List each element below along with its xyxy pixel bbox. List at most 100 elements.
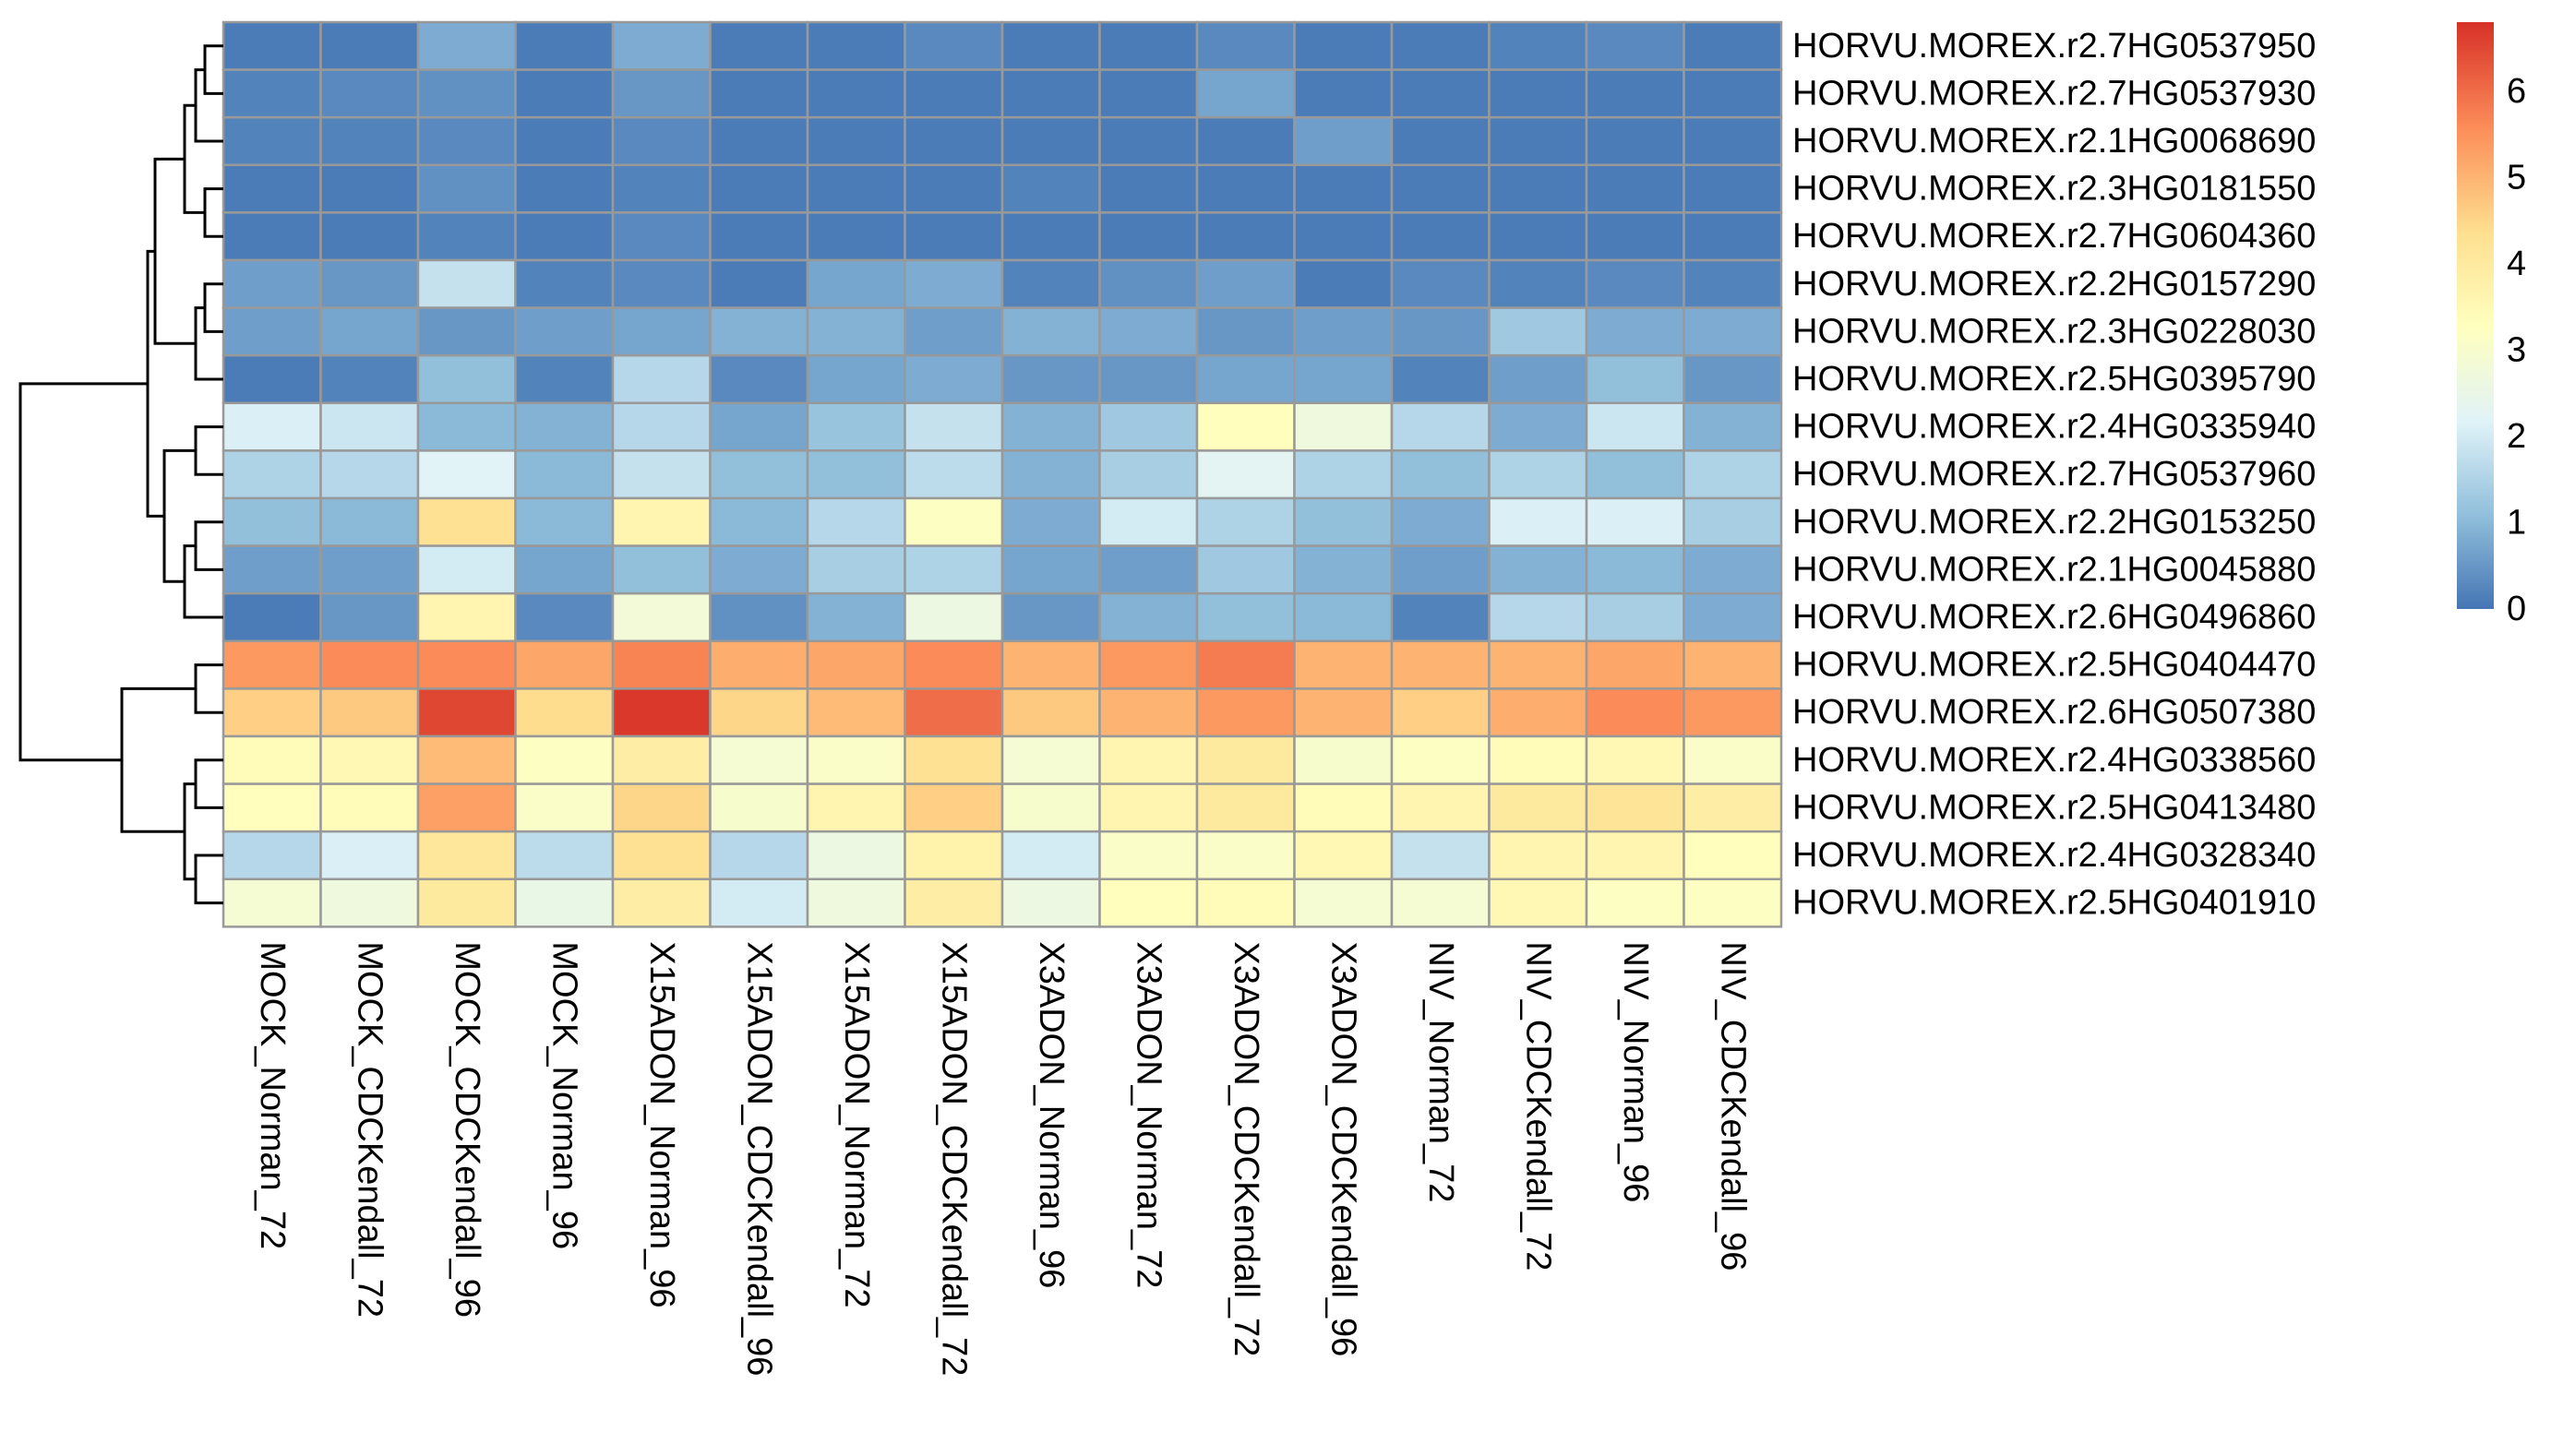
heatmap-cell (904, 591, 1004, 643)
heatmap-cell (1390, 68, 1491, 119)
heatmap-cell (222, 306, 322, 357)
heatmap-cell (1195, 877, 1296, 928)
heatmap-cell (1293, 211, 1394, 262)
row-label: HORVU.MOREX.r2.3HG0228030 (1792, 312, 2316, 351)
heatmap-cell (416, 496, 517, 547)
heatmap-cell (1683, 639, 1783, 690)
heatmap-cell (611, 449, 712, 500)
heatmap-cell (611, 639, 712, 690)
heatmap-cell (806, 68, 906, 119)
heatmap-cell (1683, 258, 1783, 309)
heatmap-cell (1585, 639, 1685, 690)
heatmap-cell (1098, 877, 1199, 928)
heatmap-cell (904, 877, 1004, 928)
heatmap-cell (1488, 639, 1588, 690)
legend-tick-label: 2 (2507, 417, 2526, 456)
heatmap-cell (1585, 401, 1685, 452)
heatmap-cell (1000, 829, 1101, 881)
row-label: HORVU.MOREX.r2.4HG0338560 (1792, 741, 2316, 780)
heatmap-cell (806, 353, 906, 405)
heatmap-cell (416, 734, 517, 785)
heatmap-cell (806, 20, 906, 71)
heatmap-cell (904, 449, 1004, 500)
column-label: MOCK_CDCKendall_96 (448, 941, 486, 1318)
heatmap-cell (904, 258, 1004, 309)
dendrogram-branch (194, 853, 223, 905)
heatmap-cell (1390, 401, 1491, 452)
heatmap-cell (1585, 829, 1685, 881)
row-label: HORVU.MOREX.r2.2HG0153250 (1792, 503, 2316, 542)
row-label: HORVU.MOREX.r2.7HG0537960 (1792, 455, 2316, 494)
column-label: NIV_CDCKendall_96 (1713, 941, 1752, 1271)
heatmap-cell (1585, 782, 1685, 833)
legend-tick-label: 1 (2507, 503, 2526, 542)
heatmap-cell (611, 353, 712, 405)
column-labels: MOCK_Norman_72 MOCK_CDCKendall_72 MOCK_CDC… (253, 941, 1753, 1376)
heatmap-cell (1683, 401, 1783, 452)
column-label: MOCK_Norman_96 (545, 941, 583, 1249)
heatmap-cell (1195, 734, 1296, 785)
heatmap-cell (611, 782, 712, 833)
heatmap-cell (416, 306, 517, 357)
heatmap-cell (1488, 401, 1588, 452)
heatmap-cell (611, 401, 712, 452)
heatmap-cell (222, 687, 322, 738)
heatmap-cell (319, 401, 420, 452)
heatmap-cell (1488, 544, 1588, 595)
heatmap-cell (1390, 639, 1491, 690)
heatmap-cell (1293, 544, 1394, 595)
heatmap-cell (1195, 353, 1296, 405)
dendrogram-branch (194, 68, 223, 143)
heatmap-cell (319, 20, 420, 71)
column-label: X3ADON_Norman_72 (1129, 941, 1168, 1288)
heatmap-cell (416, 68, 517, 119)
heatmap-cell (416, 115, 517, 167)
heatmap-cell (1195, 591, 1296, 643)
heatmap-cell (1098, 734, 1199, 785)
heatmap-cell (416, 639, 517, 690)
heatmap-cell (806, 211, 906, 262)
heatmap-cell (806, 591, 906, 643)
row-label: HORVU.MOREX.r2.4HG0328340 (1792, 836, 2316, 875)
heatmap-cell (1585, 115, 1685, 167)
heatmap-cell (1390, 496, 1491, 547)
heatmap-cell (1098, 496, 1199, 547)
heatmap-cell (1000, 258, 1101, 309)
heatmap-cell (514, 211, 615, 262)
heatmap-cell (1293, 68, 1394, 119)
heatmap-cell (1683, 687, 1783, 738)
heatmap-cell (611, 68, 712, 119)
heatmap-cell (222, 734, 322, 785)
heatmap-cell (1000, 68, 1101, 119)
heatmap-cell (1488, 877, 1588, 928)
heatmap-cell (1000, 163, 1101, 214)
heatmap-cell (514, 401, 615, 452)
heatmap-cell (1293, 306, 1394, 357)
heatmap-cell (1000, 687, 1101, 738)
heatmap-cell (1390, 829, 1491, 881)
heatmap-cell (1585, 211, 1685, 262)
row-label: HORVU.MOREX.r2.7HG0537930 (1792, 74, 2316, 113)
heatmap-cell (416, 449, 517, 500)
heatmap-cell (1293, 115, 1394, 167)
heatmap-cell (1390, 163, 1491, 214)
heatmap-cell (904, 163, 1004, 214)
row-label: HORVU.MOREX.r2.6HG0496860 (1792, 598, 2316, 637)
heatmap-cell (1390, 449, 1491, 500)
heatmap-cell (1683, 734, 1783, 785)
heatmap-cell (904, 401, 1004, 452)
row-label: HORVU.MOREX.r2.1HG0068690 (1792, 122, 2316, 161)
heatmap-cell (1098, 449, 1199, 500)
heatmap-cell (1195, 544, 1296, 595)
heatmap-cell (514, 544, 615, 595)
heatmap-cell (904, 639, 1004, 690)
heatmap-cell (1098, 544, 1199, 595)
heatmap-cell (416, 591, 517, 643)
dendrogram-branch (183, 544, 223, 619)
column-label: NIV_Norman_72 (1421, 941, 1460, 1202)
heatmap-cell (806, 639, 906, 690)
heatmap-cell (1390, 782, 1491, 833)
heatmap-cell (1390, 306, 1491, 357)
